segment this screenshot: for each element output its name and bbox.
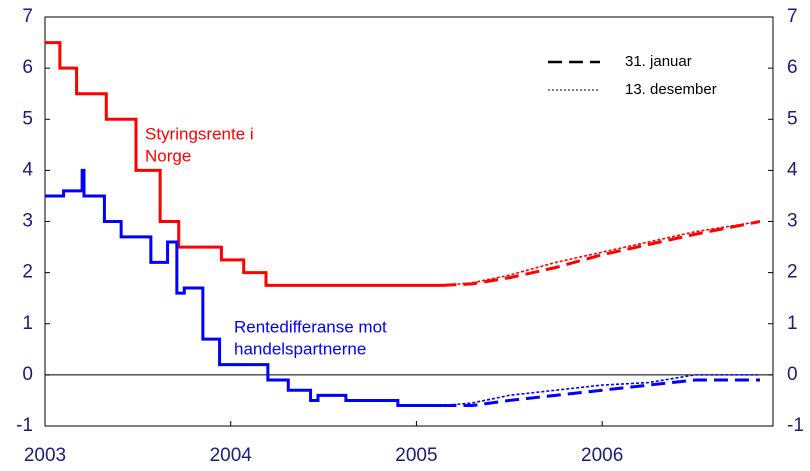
y2-tick-label: -1 — [787, 415, 804, 436]
annotation: handelspartnerne — [234, 339, 366, 358]
legend-label: 13. desember — [625, 81, 717, 98]
series-line — [45, 41, 443, 287]
plot-frame — [44, 16, 774, 427]
series-line — [442, 220, 761, 287]
y-tick-label: 1 — [22, 313, 33, 334]
y-tick-label: 0 — [22, 364, 33, 385]
annotation: Rentedifferanse mot — [234, 317, 387, 336]
x-tick-label: 2006 — [581, 445, 623, 466]
y2-tick-label: 3 — [787, 211, 798, 232]
x-tick-label: 2004 — [210, 445, 253, 466]
y-tick-label: 4 — [22, 159, 33, 180]
series-line — [442, 378, 760, 408]
legend-label: 31. januar — [625, 53, 692, 70]
y-tick-label: -1 — [16, 415, 33, 436]
y2-tick-label: 1 — [787, 313, 798, 334]
y2-tick-label: 2 — [787, 262, 798, 283]
y2-tick-label: 0 — [787, 364, 798, 385]
x-tick-label: 2005 — [395, 445, 437, 466]
y-tick-label: 6 — [22, 57, 33, 78]
y-tick-label: 3 — [22, 211, 33, 232]
y-tick-label: 7 — [22, 6, 33, 27]
y-tick-label: 5 — [22, 108, 33, 129]
series-line — [442, 374, 760, 407]
y2-tick-label: 6 — [787, 57, 798, 78]
annotation: Styringsrente i — [145, 124, 254, 143]
annotation: Norge — [145, 146, 191, 165]
y2-tick-label: 7 — [787, 6, 798, 27]
series-line — [442, 220, 761, 287]
y2-tick-label: 4 — [787, 159, 798, 180]
y2-tick-label: 5 — [787, 108, 798, 129]
series-line — [45, 168, 443, 408]
y-tick-label: 2 — [22, 262, 33, 283]
x-tick-label: 2003 — [24, 445, 66, 466]
